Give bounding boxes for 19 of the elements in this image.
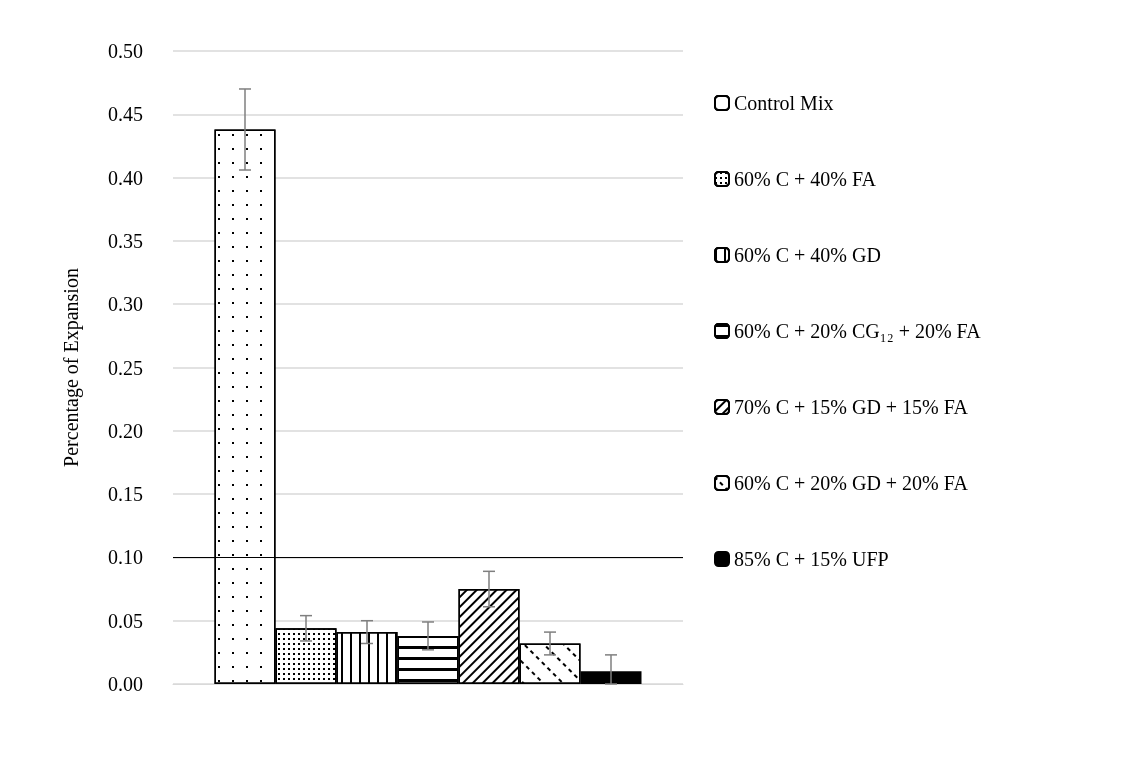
legend-label: Control Mix [734, 92, 834, 114]
y-tick-label: 0.50 [108, 40, 143, 62]
legend-label: 60% C + 20% CG₁₂ + 20% FA [734, 320, 982, 342]
y-tick-label: 0.15 [108, 483, 143, 506]
y-tick-label: 0.40 [108, 166, 143, 189]
y-tick-label: 0.05 [108, 609, 143, 632]
y-tick-label: 0.30 [108, 293, 143, 316]
y-axis-title: Percentage of Expansion [60, 268, 83, 467]
y-tick-label: 0.20 [108, 419, 143, 442]
y-tick-label: 0.25 [108, 356, 143, 379]
legend-label: 60% C + 20% GD + 20% FA [734, 472, 969, 494]
y-tick-label: 0.10 [108, 546, 143, 569]
legend-label: 60% C + 40% GD [734, 244, 881, 266]
y-tick-label: 0.00 [108, 673, 143, 695]
legend-label: 85% C + 15% UFP [734, 548, 889, 570]
legend-label: 60% C + 40% FA [734, 168, 877, 190]
y-tick-label: 0.35 [108, 229, 143, 252]
y-tick-label: 0.45 [108, 103, 143, 126]
legend-label: 70% C + 15% GD + 15% FA [734, 396, 969, 418]
